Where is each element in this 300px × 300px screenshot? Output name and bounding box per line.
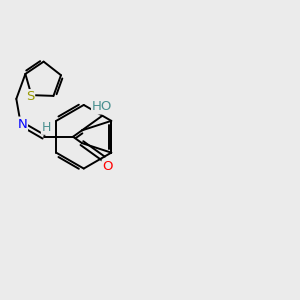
Text: HO: HO [92,100,112,113]
Text: H: H [42,121,51,134]
Text: O: O [103,160,113,173]
Text: S: S [26,90,34,103]
Text: N: N [17,118,27,130]
